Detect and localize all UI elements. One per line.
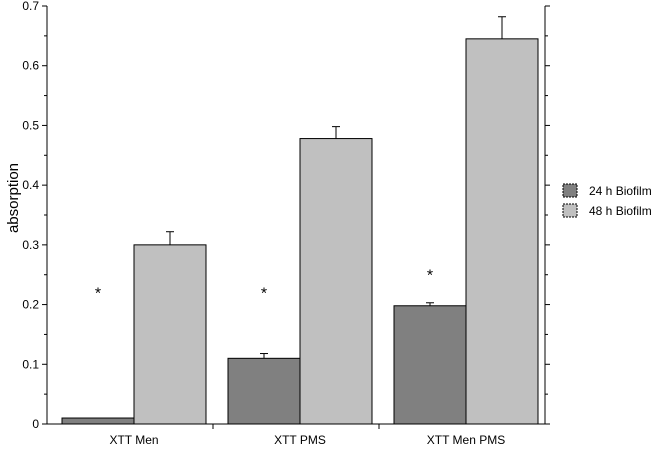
y-tick-label-4: 0.4 [22,178,39,192]
legend-label-0: 24 h Biofilm [589,184,652,198]
legend-swatch-0 [562,183,578,198]
x-tick-label-0: XTT Men [109,433,158,447]
y-tick-label-2: 0.2 [22,298,39,312]
bar-48h-0 [133,244,207,425]
y-tick-label-0: 0 [32,417,39,431]
bar-48h-1 [299,138,373,425]
legend-swatch-1 [562,203,578,218]
bar-24h-0 [61,417,135,425]
significance-marker-0: * [95,286,101,303]
y-tick-label-7: 0.7 [22,0,39,13]
bars-layer: * * * [61,16,539,425]
bar-24h-1 [227,357,301,425]
y-tick-label-3: 0.3 [22,238,39,252]
significance-marker-2: * [427,268,433,285]
legend: 24 h Biofilm 48 h Biofilm [562,183,652,218]
significance-marker-1: * [261,286,267,303]
y-tick-label-5: 0.5 [22,118,39,132]
x-tick-label-1: XTT PMS [274,433,326,447]
x-tick-label-2: XTT Men PMS [427,433,505,447]
axes-layer: XTT Men XTT PMS XTT Men PMS 0 0.1 0.2 0.3 0.4 0.… [22,0,550,447]
y-tick-label-1: 0.1 [22,357,39,371]
bar-48h-2 [465,38,539,425]
legend-label-1: 48 h Biofilm [589,204,652,218]
bar-24h-2 [393,305,467,425]
y-tick-label-6: 0.6 [22,59,39,73]
y-axis-title: absorption [5,163,22,233]
